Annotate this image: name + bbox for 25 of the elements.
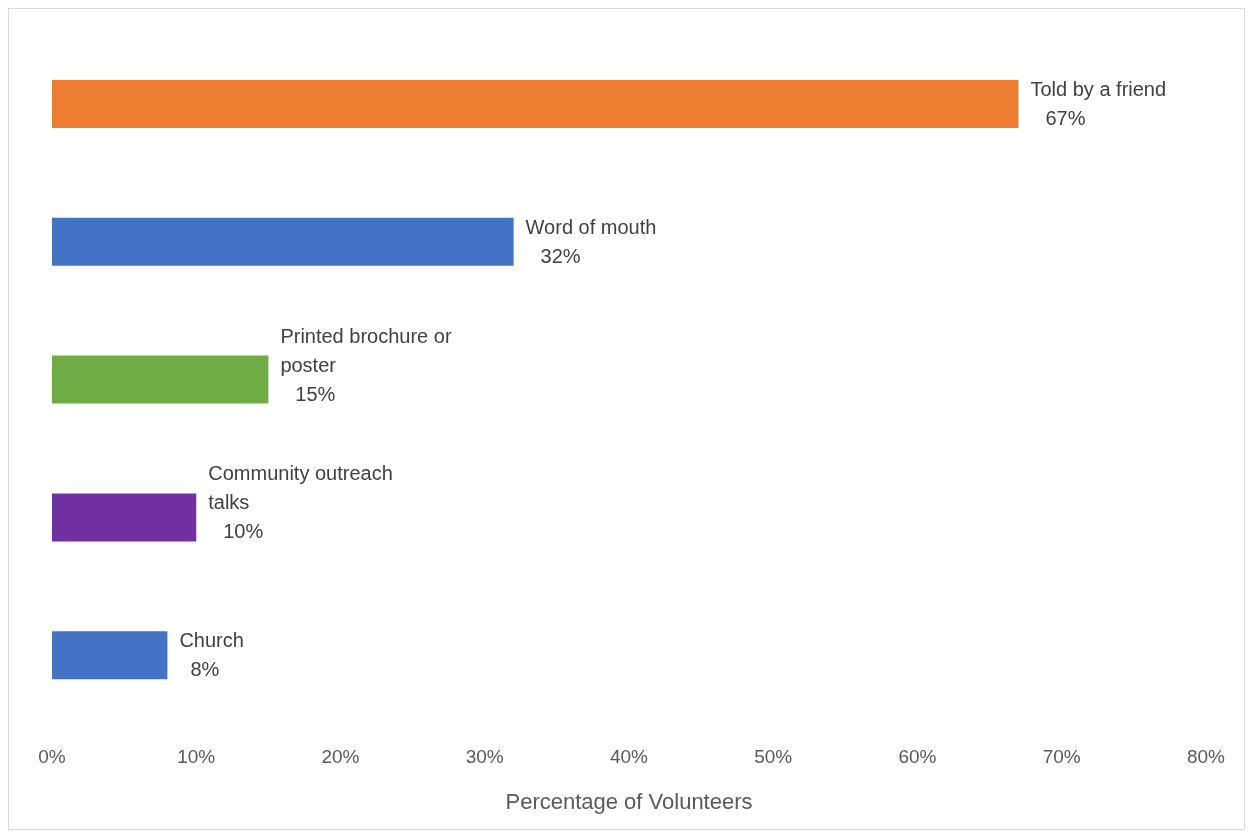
- x-tick-label: 70%: [1042, 746, 1081, 768]
- data-label: 15%: [295, 382, 336, 405]
- x-tick-label: 20%: [321, 746, 360, 768]
- y-tick-label: Church: [179, 629, 244, 652]
- bar: [52, 80, 1019, 128]
- data-label: 67%: [1045, 107, 1086, 129]
- data-label: 10%: [223, 520, 264, 543]
- x-tick-label: 10%: [177, 746, 216, 768]
- data-label: 8%: [190, 658, 220, 681]
- y-tick-label: Printed brochure or poster: [280, 324, 452, 376]
- x-tick-label: 40%: [609, 746, 649, 768]
- x-tick-label: 50%: [754, 746, 793, 768]
- bar: [52, 217, 514, 266]
- x-tick-label: 0%: [38, 746, 66, 768]
- x-tick-label: 80%: [1186, 746, 1226, 768]
- x-axis-title: Percentage of Volunteers: [505, 789, 753, 814]
- y-tick-label: Word of mouth: [525, 215, 657, 238]
- x-tick-label: 60%: [898, 746, 937, 768]
- x-tick-label: 30%: [465, 746, 504, 768]
- y-tick-label: Told by a friend: [1030, 78, 1167, 100]
- data-label: 32%: [540, 244, 581, 267]
- bar: [52, 355, 269, 404]
- bar: [52, 493, 197, 542]
- y-tick-label: Community outreach talks: [208, 462, 393, 514]
- bar: [52, 631, 168, 680]
